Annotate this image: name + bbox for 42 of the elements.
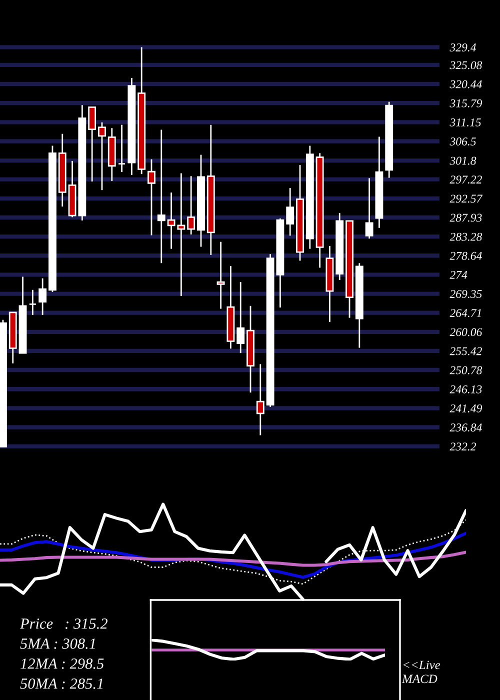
y-tick-label: 301.8 [450, 156, 476, 165]
candlestick [286, 187, 294, 236]
candlestick [216, 241, 225, 310]
y-tick-label: 315.79 [450, 99, 482, 108]
y-tick-label: 329.4 [450, 43, 476, 52]
y-tick-label: 246.13 [450, 385, 482, 394]
y-tick-label: 250.78 [450, 366, 482, 374]
candlestick [167, 192, 176, 250]
candlestick [88, 106, 96, 182]
candlestick [157, 129, 166, 264]
y-tick-label: 278.64 [450, 252, 482, 260]
y-tick-label: 274 [450, 270, 468, 279]
y-tick-label: 306.5 [450, 137, 476, 146]
candlestick [38, 278, 47, 316]
y-tick-label: 325.08 [450, 61, 482, 70]
y-tick-label: 292.57 [450, 194, 483, 203]
y-tick-label: 255.42 [450, 347, 482, 356]
text: Price : 315.2 [20, 618, 108, 629]
text: <<Live MACD [402, 660, 440, 684]
candlestick [177, 172, 186, 297]
text: 5MA : 308.1 [20, 638, 95, 649]
y-tick-label: 311.15 [450, 118, 481, 126]
y-tick-label: 241.49 [450, 404, 482, 412]
candlestick [365, 178, 374, 240]
y-tick-label: 287.93 [450, 214, 482, 222]
y-tick-label: 320.44 [450, 80, 482, 88]
y-tick-label: 297.22 [450, 176, 482, 184]
y-tick-label: 260.06 [450, 328, 482, 336]
candlestick [148, 158, 156, 236]
candlestick [187, 175, 196, 236]
y-tick-label: 236.84 [450, 424, 482, 432]
candlestick [98, 122, 106, 191]
candlestick [118, 124, 126, 173]
text: 50MA : 285.1 [20, 678, 103, 689]
y-tick-label: 264.71 [450, 309, 481, 318]
candlestick [256, 363, 264, 436]
text: 12MA : 298.5 [20, 658, 104, 669]
y-tick-label: 269.35 [450, 290, 482, 298]
y-tick-label: 283.28 [450, 232, 482, 241]
candlestick [28, 289, 37, 316]
candlestick [236, 281, 245, 354]
y-tick-label: 232.2 [450, 442, 476, 451]
